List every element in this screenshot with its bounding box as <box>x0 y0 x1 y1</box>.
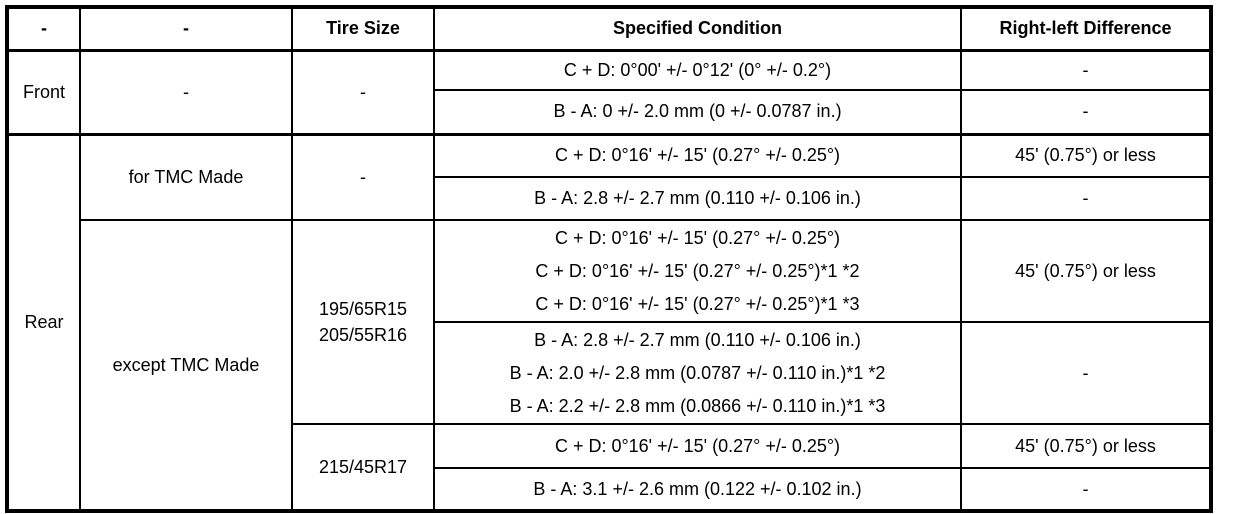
header-row: - - Tire Size Specified Condition Right-… <box>6 6 1212 52</box>
rear-tmc-ba-row: B - A: 2.8 +/- 2.7 mm (0.110 +/- 0.106 i… <box>7 176 1212 221</box>
rear-except-ba-row: B - A: 2.8 +/- 2.7 mm (0.110 +/- 0.106 i… <box>7 321 1212 425</box>
tire-size-line-2: 205/55R16 <box>318 325 408 345</box>
front-cd-condition: C + D: 0°00' +/- 0°12' (0° +/- 0.2°) <box>433 49 962 91</box>
tmc-ba-condition: B - A: 2.8 +/- 2.7 mm (0.110 +/- 0.106 i… <box>433 176 962 221</box>
header-specified-condition: Specified Condition <box>433 6 962 52</box>
r17-cd-condition: C + D: 0°16' +/- 15' (0.27° +/- 0.25°) <box>433 423 962 469</box>
except-cd-condition: C + D: 0°16' +/- 15' (0.27° +/- 0.25°) C… <box>433 219 962 323</box>
tire-size-195-205-cell: 195/65R15 205/55R16 <box>291 219 435 425</box>
except-tmc-group-cell: except TMC Made <box>79 219 293 512</box>
wheel-alignment-spec-table: - - Tire Size Specified Condition Right-… <box>5 5 1213 513</box>
front-group-cell: - <box>79 49 293 135</box>
front-axle-cell: Front <box>6 49 81 135</box>
rear-tmc-cd-row: Rear for TMC Made - C + D: 0°16' +/- 15'… <box>6 132 1212 512</box>
header-group: - <box>79 6 293 52</box>
tmc-group-cell: for TMC Made <box>79 132 293 221</box>
rear-except-cd-row: except TMC Made 195/65R15 205/55R16 C + … <box>7 219 1212 512</box>
except-cd-line-1: C + D: 0°16' +/- 15' (0.27° +/- 0.25°) <box>554 227 841 248</box>
front-ba-difference: - <box>960 89 1212 135</box>
except-ba-condition: B - A: 2.8 +/- 2.7 mm (0.110 +/- 0.106 i… <box>433 321 962 425</box>
header-axle: - <box>6 6 81 52</box>
rear-axle-cell: Rear <box>6 132 81 512</box>
front-cd-row: Front - - C + D: 0°00' +/- 0°12' (0° +/-… <box>6 49 1212 135</box>
tmc-cd-condition: C + D: 0°16' +/- 15' (0.27° +/- 0.25°) <box>433 132 962 178</box>
except-ba-line-1: B - A: 2.8 +/- 2.7 mm (0.110 +/- 0.106 i… <box>534 329 861 350</box>
front-cd-difference: - <box>960 49 1212 91</box>
except-ba-difference: - <box>960 321 1212 425</box>
front-tire-size-cell: - <box>291 49 435 135</box>
tire-size-line-1: 195/65R15 <box>318 299 408 319</box>
except-ba-line-3: B - A: 2.2 +/- 2.8 mm (0.0866 +/- 0.110 … <box>509 395 886 416</box>
front-ba-condition: B - A: 0 +/- 2.0 mm (0 +/- 0.0787 in.) <box>433 89 962 135</box>
header-tire-size: Tire Size <box>291 6 435 52</box>
front-ba-row: B - A: 0 +/- 2.0 mm (0 +/- 0.0787 in.) - <box>7 89 1212 135</box>
except-ba-line-2: B - A: 2.0 +/- 2.8 mm (0.0787 +/- 0.110 … <box>509 362 886 383</box>
r17-ba-difference: - <box>960 467 1212 512</box>
except-cd-line-3: C + D: 0°16' +/- 15' (0.27° +/- 0.25°)*1… <box>535 293 860 314</box>
tmc-tire-size-cell: - <box>291 132 435 221</box>
tmc-cd-difference: 45' (0.75°) or less <box>960 132 1212 178</box>
rear-r17-cd-row: 215/45R17 C + D: 0°16' +/- 15' (0.27° +/… <box>7 423 1212 512</box>
tmc-ba-difference: - <box>960 176 1212 221</box>
r17-ba-condition: B - A: 3.1 +/- 2.6 mm (0.122 +/- 0.102 i… <box>433 467 962 512</box>
except-cd-difference: 45' (0.75°) or less <box>960 219 1212 323</box>
rear-r17-ba-row: B - A: 3.1 +/- 2.6 mm (0.122 +/- 0.102 i… <box>7 467 1212 512</box>
tire-size-215-cell: 215/45R17 <box>291 423 435 512</box>
header-right-left-difference: Right-left Difference <box>960 6 1212 52</box>
except-cd-line-2: C + D: 0°16' +/- 15' (0.27° +/- 0.25°)*1… <box>535 260 860 281</box>
r17-cd-difference: 45' (0.75°) or less <box>960 423 1212 469</box>
